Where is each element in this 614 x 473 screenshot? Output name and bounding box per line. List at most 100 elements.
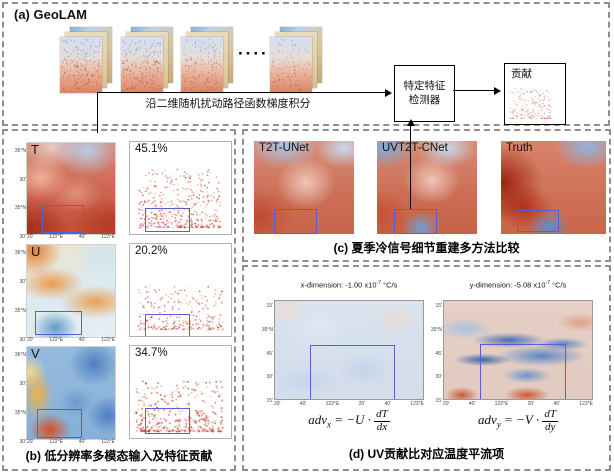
scatter-T: 45.1%	[129, 141, 232, 235]
ellipsis-dots: ····	[238, 44, 269, 63]
contribution-box: 贡献	[504, 63, 566, 125]
contribution-dots	[507, 80, 563, 122]
axis-tick-label: 123°E	[101, 234, 115, 240]
advx-equals: =	[334, 412, 343, 428]
map-T: T	[26, 142, 116, 235]
map-V: V	[26, 346, 116, 440]
axis-tick-label: 40'	[553, 401, 560, 407]
axis-tick-label: 15'	[266, 303, 273, 309]
map-t2t-unet: T2T-UNet	[254, 141, 354, 234]
input-stack-2	[121, 27, 173, 93]
equation-advx: advx = −U · dT dx	[274, 408, 424, 433]
panel-c-caption: (c) 夏季冷信号细节重建多方法比较	[333, 241, 520, 255]
dmap-x-title-exp: -7	[376, 280, 381, 286]
map-V-selection-rect	[37, 409, 82, 438]
axis-tick-label: 20'	[27, 337, 34, 343]
pct-V: 34.7%	[135, 347, 168, 359]
stack-noise-blue	[181, 37, 223, 93]
axis-tick-label: 20'	[358, 401, 366, 407]
map-V-label: V	[31, 347, 40, 361]
scatter-T-selection-rect	[145, 208, 190, 232]
axis-tick-label: 122°E	[325, 401, 340, 407]
advy-sub: y	[496, 419, 501, 430]
feature-detector-box: 特定特征 检测器	[394, 65, 455, 122]
axis-tick-label: 20'	[443, 401, 450, 407]
axis-tick-label: 35°N	[261, 326, 273, 333]
stack-card-front	[181, 37, 223, 93]
method-label-t2t-unet: T2T-UNet	[259, 142, 309, 154]
integration-label: 沿二维随机扰动路径函数梯度积分	[145, 98, 311, 110]
axis-tick-label: 30'	[19, 439, 26, 445]
integration-path-line	[97, 92, 387, 94]
map-V-xticks: 20' 122°E 40' 123°E	[27, 440, 115, 445]
advx-sub: x	[326, 419, 331, 430]
axis-tick-label: 20'	[274, 401, 281, 407]
advy-numerator: dT	[542, 408, 558, 422]
axis-tick-label: 123°E	[101, 439, 115, 445]
map-U: U	[26, 244, 116, 338]
stack-noise-blue	[121, 37, 163, 93]
axis-tick-label: 30'	[435, 374, 442, 381]
axis-tick-label: 40'	[468, 401, 476, 407]
axis-tick-label: 123°E	[410, 401, 424, 407]
map-T-yticks: 36°N 30' 35°N 30'	[9, 143, 27, 246]
map-T-selection-rect	[42, 205, 84, 233]
stack-card-front	[121, 37, 163, 93]
input-stack-1	[60, 27, 112, 93]
axis-tick-label: 36°N	[14, 352, 26, 358]
dmap-x-title-unit: °C/s	[380, 280, 398, 290]
axis-tick-label: 30'	[19, 381, 26, 387]
panel-c: T2T-UNet UVT2T-CNet Truth (c) 夏季冷信号细节重建多…	[242, 129, 611, 262]
map-U-xticks: 20' 122°E 40' 123°E	[27, 338, 115, 343]
dmap-x	[274, 300, 424, 400]
scatter-U-selection-rect	[145, 314, 190, 336]
dmap-y-title-prefix: y-dimension: -5.08 x10	[469, 280, 546, 290]
map-U-label: U	[31, 245, 41, 259]
input-stack-3	[181, 27, 233, 93]
dmap-y-title-unit: °C/s	[549, 280, 567, 290]
axis-tick-label: 36°N	[14, 148, 26, 154]
detector-label-line2: 检测器	[408, 93, 441, 106]
advy-rhs: −V ·	[516, 412, 540, 428]
detector-to-contribution-line	[453, 90, 496, 92]
advy-denominator: dy	[544, 420, 556, 433]
axis-tick-label: 122°E	[494, 401, 509, 407]
axis-tick-label: 122°E	[49, 234, 64, 240]
arrowhead-up-to-detector	[407, 119, 415, 126]
dmap-y-title-exp: -7	[545, 280, 550, 286]
scatter-V: 34.7%	[129, 345, 232, 439]
panel-c-to-detector-line	[410, 125, 412, 209]
dmap-y-yticks: 15' 35°N 45' 30' 15'	[425, 300, 443, 408]
map-U-selection-rect	[35, 311, 82, 335]
axis-tick-label: 40'	[78, 234, 86, 240]
stack-card-front	[60, 37, 102, 93]
axis-tick-label: 15'	[435, 398, 442, 404]
method-label-uvt2t-cnet: UVT2T-CNet	[382, 142, 448, 154]
dmap-x-yticks: 15' 35°N 45' 30' 15'	[256, 300, 274, 408]
stack-noise-red	[60, 37, 102, 93]
scatter-U: 20.2%	[129, 243, 232, 337]
dmap-x-xticks: 20' 40' 122°E 20' 40' 123°E	[274, 402, 424, 407]
map-T-label: T	[31, 143, 39, 157]
axis-tick-label: 45'	[435, 350, 442, 357]
stack-card-front	[270, 37, 312, 93]
dmap-y-selection-rect	[480, 344, 566, 399]
scatter-V-selection-rect	[145, 408, 190, 434]
axis-tick-label: 20'	[27, 234, 34, 240]
dmap-y	[443, 300, 593, 400]
dmap-y-xticks: 20' 40' 122°E 20' 40' 123°E	[443, 402, 593, 407]
advx-lhs: adv	[308, 412, 327, 428]
arrowhead-to-contribution	[494, 87, 501, 95]
axis-tick-label: 15'	[266, 398, 273, 404]
stack-noise-red	[121, 37, 163, 93]
advx-numerator: dT	[374, 408, 390, 422]
axis-tick-label: 40'	[78, 337, 86, 343]
axis-tick-label: 123°E	[579, 401, 593, 407]
uvt2t-cnet-selection-rect	[394, 209, 437, 234]
axis-tick-label: 30'	[19, 233, 26, 240]
panel-d-caption: (d) UV贡献比对应温度平流项	[348, 447, 505, 461]
axis-tick-label: 36°N	[14, 250, 26, 256]
axis-tick-label: 40'	[78, 439, 86, 445]
axis-tick-label: 30'	[19, 176, 26, 183]
